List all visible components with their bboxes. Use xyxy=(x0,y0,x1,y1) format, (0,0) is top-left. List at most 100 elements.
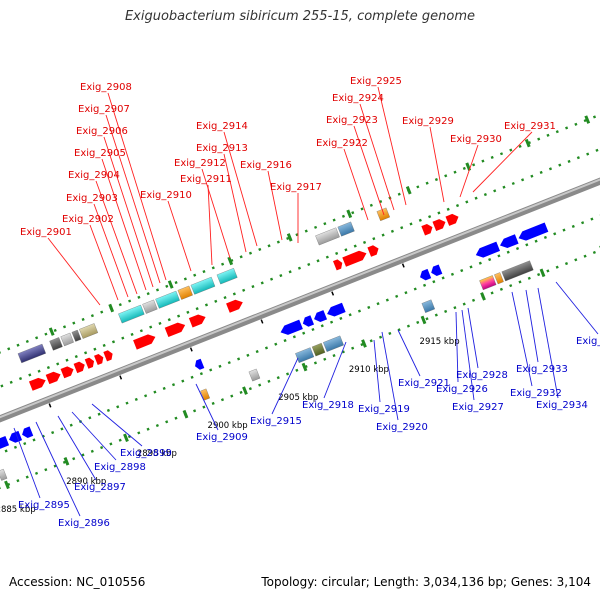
major-tick xyxy=(167,280,174,289)
top-lane-inner-dot xyxy=(158,321,162,325)
gene-features xyxy=(0,207,549,481)
top-lane-inner-dot xyxy=(84,351,88,355)
bottom-lane-outer-dot xyxy=(425,317,429,321)
top-lane-outer-dot xyxy=(146,292,150,296)
top-lane-outer-dot xyxy=(360,207,364,211)
top-lane-inner-dot xyxy=(18,377,23,381)
top-lane-outer-dot xyxy=(202,269,206,274)
bottom-lane-outer-dot xyxy=(537,273,541,277)
top-gene-label: Exig_2905 xyxy=(74,148,126,159)
bottom-lane-inner-dot xyxy=(255,350,259,354)
bottom-leader-line xyxy=(511,291,533,387)
top-gene-label: Exig_2917 xyxy=(270,182,322,193)
bottom-lane-inner-dot xyxy=(478,261,482,265)
forward-gene-arrow xyxy=(133,334,156,350)
bottom-lane-inner-dot xyxy=(302,331,306,335)
bottom-lane-outer-dot xyxy=(155,423,159,428)
bottom-lane-outer-dot xyxy=(25,475,29,479)
top-lane-outer-dot xyxy=(462,166,466,171)
gene-labels: Exig_2901 Exig_2902 Exig_2903 Exig_2904 Exig… xyxy=(18,76,600,529)
bottom-leader-line xyxy=(373,339,381,403)
top-leader-line xyxy=(107,92,167,281)
forward-gene-arrow xyxy=(45,371,61,385)
top-lane-outer-dot xyxy=(100,310,104,314)
top-leader-line xyxy=(207,184,213,266)
top-lane-inner-dot xyxy=(428,215,432,219)
top-gene-label: Exig_2901 xyxy=(20,227,72,238)
top-lane-inner-dot xyxy=(409,222,413,226)
top-lane-outer-dot xyxy=(90,314,94,318)
upper-dotted-lanes xyxy=(0,115,599,388)
bottom-gene-label: Exig_2915 xyxy=(250,416,302,427)
bottom-lane-outer-dot xyxy=(286,372,290,376)
forward-gene-arrow xyxy=(73,361,85,374)
bottom-lane-inner-dot xyxy=(227,361,231,365)
top-leader-line xyxy=(201,168,231,259)
forward-gene-arrow xyxy=(421,223,433,236)
top-lane-inner-dot xyxy=(446,207,450,211)
bottom-lane-outer-dot xyxy=(471,298,476,302)
bottom-gene-label: Exig_2935 xyxy=(576,336,600,347)
bottom-gene-label: Exig_2896 xyxy=(58,518,110,529)
top-lane-outer-dot xyxy=(267,244,271,248)
bottom-lane-outer-dot xyxy=(378,335,383,339)
scale-tick xyxy=(260,319,264,324)
forward-gene-arrow xyxy=(445,213,459,226)
bottom-lane-inner-dot xyxy=(534,239,538,243)
top-lane-inner-dot xyxy=(335,251,339,256)
top-lane-outer-dot xyxy=(444,174,448,178)
top-lane-inner-dot xyxy=(400,226,404,230)
bottom-lane-inner-dot xyxy=(246,353,250,357)
reverse-gene-arrow xyxy=(280,319,303,335)
scale-label: 2890 kbp xyxy=(66,477,106,487)
reverse-gene-arrow xyxy=(518,222,549,241)
top-lane-inner-dot xyxy=(418,218,422,222)
bottom-lane-inner-dot xyxy=(283,338,287,343)
top-lane-outer-dot xyxy=(72,321,76,325)
top-lane-inner-dot xyxy=(214,299,218,303)
bottom-lane-inner-dot xyxy=(422,283,427,287)
scale-label: 2905 kbp xyxy=(278,393,318,403)
top-lane-outer-dot xyxy=(565,126,569,130)
top-gene-label: Exig_2925 xyxy=(350,76,402,87)
top-lane-outer-dot xyxy=(397,192,401,196)
bottom-gene-label: Exig_2918 xyxy=(302,400,354,411)
major-tick xyxy=(242,386,248,395)
accession-text: Accession: NC_010556 xyxy=(9,575,146,589)
top-lane-inner-dot xyxy=(279,273,283,278)
bottom-lane-outer-dot xyxy=(462,302,466,306)
gene-box xyxy=(17,343,46,364)
top-lane-outer-dot xyxy=(369,203,373,207)
bottom-lane-inner-dot xyxy=(274,342,278,346)
major-tick xyxy=(346,209,353,219)
bottom-lane-outer-dot xyxy=(527,276,531,280)
top-lane-outer-dot xyxy=(211,266,215,270)
top-lane-inner-dot xyxy=(139,329,143,333)
bottom-lane-outer-dot xyxy=(220,398,225,402)
bottom-lane-outer-dot xyxy=(34,471,39,475)
bottom-lane-outer-dot xyxy=(434,313,438,317)
bottom-lane-inner-dot xyxy=(69,423,73,427)
scale-label: 2915 kbp xyxy=(420,337,460,347)
bottom-lane-inner-dot xyxy=(571,224,575,228)
forward-gene-arrow xyxy=(188,314,206,328)
bottom-lane-inner-dot xyxy=(218,364,222,368)
forward-gene-arrow xyxy=(342,250,367,267)
top-leader-line xyxy=(459,144,479,198)
bottom-lane-outer-dot xyxy=(583,254,587,258)
bottom-lane-inner-dot xyxy=(330,320,334,324)
top-lane-outer-dot xyxy=(453,170,457,174)
major-tick xyxy=(227,256,234,266)
bottom-lane-outer-dot xyxy=(267,379,271,383)
forward-gene-arrow xyxy=(60,366,74,379)
bottom-lane-outer-dot xyxy=(174,416,178,420)
top-lane-outer-dot xyxy=(481,159,485,163)
top-gene-label: Exig_2903 xyxy=(66,193,118,204)
bottom-lane-inner-dot xyxy=(450,272,454,276)
top-lane-outer-dot xyxy=(518,144,522,148)
forward-gene-arrow xyxy=(28,377,46,391)
major-tick xyxy=(108,303,115,313)
top-lane-outer-dot xyxy=(574,122,578,126)
reverse-gene-arrow xyxy=(420,268,432,281)
